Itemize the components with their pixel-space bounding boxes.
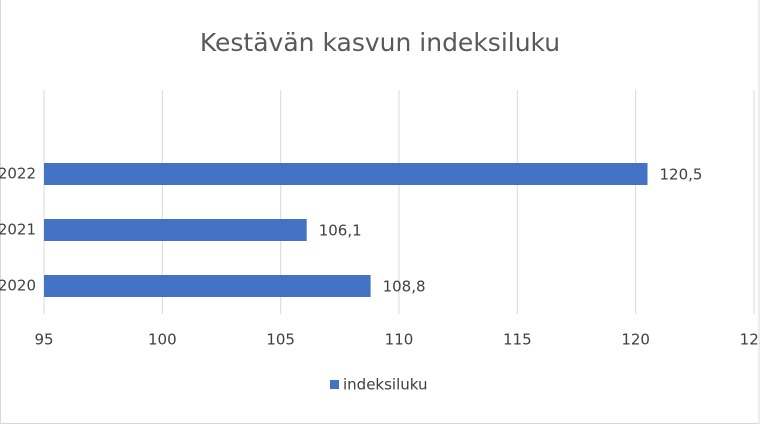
bar — [44, 219, 307, 241]
data-label: 120,5 — [660, 166, 703, 184]
data-label: 106,1 — [319, 222, 362, 240]
x-tick-label: 120 — [621, 331, 650, 349]
data-label: 108,8 — [383, 278, 426, 296]
chart-title: Kestävän kasvun indeksiluku — [200, 28, 560, 57]
x-tick-label: 115 — [503, 331, 532, 349]
x-tick-label: 105 — [266, 331, 295, 349]
legend-swatch — [330, 380, 339, 389]
bar — [44, 163, 648, 185]
x-tick-label: 110 — [385, 331, 414, 349]
x-tick-label: 125 — [740, 331, 760, 349]
legend-label: indeksiluku — [343, 376, 428, 394]
x-tick-label: 95 — [34, 331, 53, 349]
y-tick-label: 2021 — [0, 221, 36, 239]
bar — [44, 275, 371, 297]
x-tick-label: 100 — [148, 331, 177, 349]
y-tick-label: 2022 — [0, 165, 36, 183]
y-tick-label: 2020 — [0, 277, 36, 295]
